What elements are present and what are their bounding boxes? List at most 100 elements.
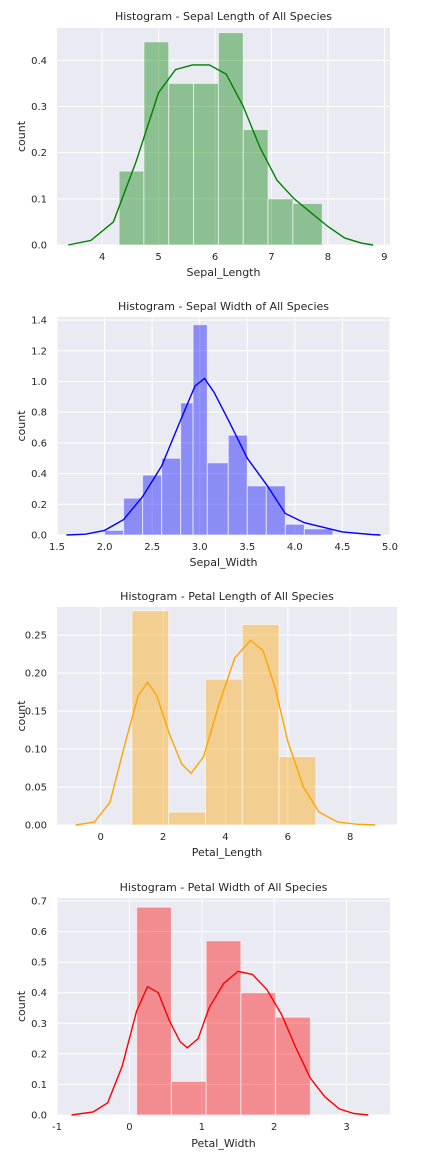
x-tick-label: -1 <box>52 1122 62 1133</box>
x-tick-label: 3.0 <box>192 542 208 553</box>
kde-line <box>71 970 369 1116</box>
x-axis-label: Sepal_Width <box>190 556 258 569</box>
x-tick-label: 9 <box>381 252 387 263</box>
histogram-bar <box>240 992 277 1116</box>
x-tick-label: 0 <box>97 832 103 843</box>
y-tick-label: 0.6 <box>31 438 47 449</box>
y-axis-label: count <box>15 410 28 442</box>
y-tick-label: 0.4 <box>31 469 47 480</box>
histogram-bar <box>168 82 195 246</box>
chart-title: Histogram - Sepal Width of All Species <box>118 300 329 313</box>
y-tick-label: 0.4 <box>31 988 47 999</box>
histogram-bar <box>284 523 305 536</box>
histogram-bar <box>303 528 334 536</box>
y-tick-label: 0.0 <box>31 531 47 542</box>
y-tick-label: 0.25 <box>25 631 47 642</box>
histogram-bar <box>131 610 170 826</box>
x-tick-label: 8 <box>325 252 331 263</box>
histogram-bar <box>204 678 243 826</box>
y-tick-label: 1.4 <box>31 316 47 327</box>
y-tick-label: 0.5 <box>31 958 47 969</box>
histogram-bar <box>193 82 219 246</box>
x-tick-label: 5 <box>155 252 161 263</box>
x-tick-label: 2.0 <box>97 542 113 553</box>
y-tick-label: 0.2 <box>31 500 47 511</box>
y-tick-label: 0.20 <box>25 669 47 680</box>
y-tick-label: 0.15 <box>25 707 47 718</box>
x-tick-label: 5.0 <box>382 542 398 553</box>
histogram-bar <box>205 940 242 1116</box>
histogram-bar <box>168 811 206 826</box>
x-tick-label: 4.5 <box>334 542 350 553</box>
x-axis-label: Petal_Length <box>192 846 263 859</box>
histogram-bar <box>265 485 286 536</box>
histogram-bar <box>192 324 208 536</box>
y-tick-label: 0.6 <box>31 927 47 938</box>
x-tick-label: 4 <box>99 252 105 263</box>
kde-line <box>75 639 376 826</box>
histogram-bar <box>118 170 145 246</box>
x-tick-label: 1.5 <box>49 542 65 553</box>
chart-title: Histogram - Sepal Length of All Species <box>115 10 332 23</box>
chart-title: Histogram - Petal Length of All Species <box>120 590 334 603</box>
plot-area <box>57 898 390 1115</box>
y-tick-label: 0.3 <box>31 102 47 113</box>
x-tick-label: 3 <box>343 1122 349 1133</box>
histogram-bar <box>180 402 194 536</box>
x-tick-label: 2 <box>160 832 166 843</box>
y-tick-label: 0.7 <box>31 897 47 908</box>
histogram-bar <box>143 41 170 246</box>
y-tick-label: 1.2 <box>31 346 47 357</box>
x-tick-label: 0 <box>126 1122 132 1133</box>
x-tick-label: 7 <box>268 252 274 263</box>
y-axis-label: count <box>15 700 28 732</box>
y-tick-label: 0.3 <box>31 1019 47 1030</box>
kde-line <box>68 64 374 246</box>
y-tick-label: 0.8 <box>31 408 47 419</box>
y-tick-label: 0.00 <box>25 821 47 832</box>
x-tick-label: 2.5 <box>144 542 160 553</box>
y-tick-label: 0.1 <box>31 1080 47 1091</box>
petal-length-histogram-chart: 0 2 4 6 8 0.00 0.05 0.10 0.15 0.20 0.25 Histogram -… <box>15 590 397 859</box>
y-tick-label: 0.2 <box>31 148 47 159</box>
kde-line <box>66 377 381 536</box>
chart-title: Histogram - Petal Width of All Species <box>120 881 328 894</box>
x-axis-label: Petal_Width <box>191 1137 256 1150</box>
sepal-width-histogram-chart: 1.5 2.0 2.5 3.0 3.5 4.0 4.5 5.0 0.0 0.2 0.4 0.6 0.8 1… <box>15 300 398 569</box>
histogram-bar <box>104 529 125 536</box>
histogram-bar <box>267 198 294 246</box>
histogram-bar <box>206 462 229 536</box>
histogram-bar <box>227 434 248 536</box>
y-axis-label: count <box>15 120 28 152</box>
y-tick-label: 0.10 <box>25 745 47 756</box>
x-tick-label: 1 <box>199 1122 205 1133</box>
histogram-bar <box>161 457 182 536</box>
plot-area <box>57 317 390 535</box>
histogram-bar <box>242 129 269 246</box>
histogram-bar <box>170 1080 207 1116</box>
x-tick-label: 6 <box>212 252 218 263</box>
histogram-bar <box>278 756 317 826</box>
histogram-bar <box>292 202 323 246</box>
x-tick-label: 4 <box>222 832 228 843</box>
x-tick-label: 2 <box>271 1122 277 1133</box>
x-tick-label: 4.0 <box>287 542 303 553</box>
y-tick-label: 0.0 <box>31 241 47 252</box>
y-tick-label: 1.0 <box>31 377 47 388</box>
y-tick-label: 0.0 <box>31 1111 47 1122</box>
x-axis-label: Sepal_Length <box>187 266 261 279</box>
plot-area <box>57 28 390 245</box>
y-axis-label: count <box>15 990 28 1022</box>
histogram-bar <box>241 623 280 826</box>
y-tick-label: 0.2 <box>31 1049 47 1060</box>
y-tick-label: 0.05 <box>25 783 47 794</box>
petal-width-histogram-chart: -1 0 1 2 3 0.0 0.1 0.2 0.3 0.4 0.5 0.6 0.7 Histogram … <box>15 881 390 1150</box>
x-tick-label: 6 <box>285 832 291 843</box>
y-tick-label: 0.1 <box>31 194 47 205</box>
x-tick-label: 8 <box>347 832 353 843</box>
sepal-length-histogram-chart: 4 5 6 7 8 9 0.0 0.1 0.2 0.3 0.4 Histogram - Sepal L… <box>15 10 390 279</box>
histogram-bar <box>217 32 244 246</box>
y-tick-label: 0.4 <box>31 56 47 67</box>
histogram-bar <box>142 474 163 536</box>
